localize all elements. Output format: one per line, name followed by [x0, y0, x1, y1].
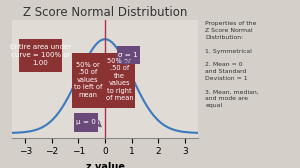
Text: Entire area under
curve = 100% or
1.00: Entire area under curve = 100% or 1.00 — [10, 45, 71, 66]
Text: Properties of the
Z Score Normal
Distribution:

1. Symmetrical

2. Mean = 0
and : Properties of the Z Score Normal Distrib… — [206, 21, 259, 108]
FancyBboxPatch shape — [104, 53, 135, 108]
Text: μ = 0: μ = 0 — [76, 119, 96, 125]
Title: Z Score Normal Distribution: Z Score Normal Distribution — [23, 6, 187, 19]
Text: 50% or
.50 of
values
to left of
mean: 50% or .50 of values to left of mean — [74, 61, 102, 98]
FancyBboxPatch shape — [74, 113, 98, 132]
Text: σ = 1: σ = 1 — [118, 52, 138, 58]
FancyBboxPatch shape — [73, 53, 104, 108]
FancyBboxPatch shape — [116, 46, 140, 64]
Text: 50% or
.50 of
the
values
to right
of mean: 50% or .50 of the values to right of mea… — [106, 58, 133, 101]
X-axis label: z value: z value — [85, 162, 124, 168]
FancyBboxPatch shape — [19, 39, 62, 72]
